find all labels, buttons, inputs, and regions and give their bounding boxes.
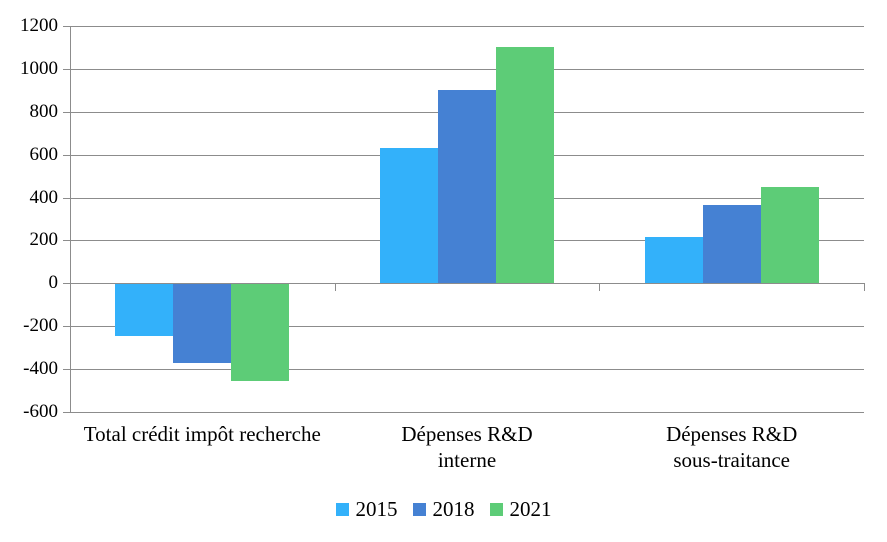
legend: 2015 2018 2021 [0,497,887,522]
x-axis-category-label-line: Total crédit impôt recherche [83,422,321,446]
x-axis-tick [334,283,336,292]
x-axis-category-label: Total crédit impôt recherche [42,421,362,447]
bar-2018-2 [702,205,761,284]
y-axis-tick [63,111,70,113]
gridline [70,369,864,371]
bar-2018-0 [173,284,232,363]
y-axis-tick [63,68,70,70]
x-axis-tick [70,283,71,292]
legend-item-2018: 2018 [412,497,475,522]
legend-swatch-icon [412,503,426,516]
y-axis-tick [63,326,70,328]
x-axis-category-label-line: interne [437,448,497,472]
legend-label: 2015 [355,497,398,521]
y-axis-label: -200 [23,315,58,337]
y-axis-tick [63,197,70,199]
x-axis-category-label: Dépenses R&D sous-traitance [572,421,887,473]
bar-2015-1 [380,148,438,284]
x-axis-category-label: Dépenses R&D interne [307,421,627,473]
y-axis-label: 0 [48,272,59,294]
y-axis-tick [63,283,70,285]
bar-2021-1 [496,47,554,284]
gridline [70,283,864,285]
legend-item-2021: 2021 [489,497,552,522]
legend-swatch-icon [489,503,503,516]
gridline [70,412,864,413]
gridline [70,26,864,27]
x-axis-tick [599,283,601,292]
y-axis-label: -400 [23,358,58,380]
y-axis-label: -600 [23,401,58,422]
y-axis-tick [63,412,70,413]
y-axis-line [70,26,71,412]
y-axis-label: 1000 [20,57,58,79]
legend-label: 2018 [432,497,475,521]
x-axis-category-label-line: sous-traitance [673,448,790,472]
bar-2018-1 [438,90,496,284]
legend-swatch-icon [335,503,349,516]
x-axis-tick [864,283,865,292]
gridline [70,326,864,328]
y-axis-tick [63,240,70,242]
y-axis-label: 600 [29,143,59,165]
bar-2015-2 [644,237,703,284]
bar-2021-0 [231,284,290,381]
y-axis-label: 800 [29,100,59,122]
y-axis-label: 1200 [20,15,58,36]
legend-item-2015: 2015 [335,497,398,522]
y-axis-label: 200 [29,229,59,251]
y-axis-label: 400 [29,186,59,208]
x-axis-category-label-line: Dépenses R&D [666,422,798,446]
legend-label: 2021 [509,497,552,521]
x-axis-category-label-line: Dépenses R&D [401,422,533,446]
bar-2021-2 [760,186,819,284]
gridline [70,68,864,70]
y-axis-tick [63,154,70,156]
y-axis-tick [63,26,70,27]
y-axis-tick [63,369,70,371]
bar-2015-0 [115,284,174,336]
